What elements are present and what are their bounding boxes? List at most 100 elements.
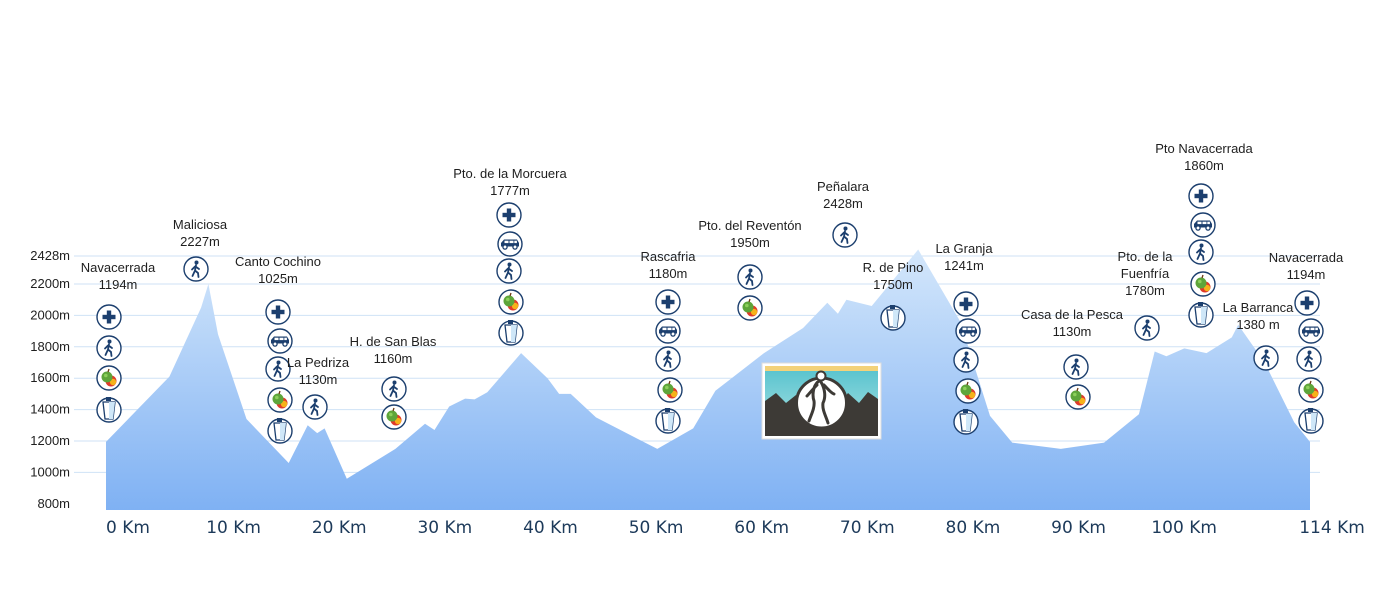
drink-icon xyxy=(953,409,979,435)
food-icon xyxy=(1190,271,1216,297)
y-tick-label: 2428m xyxy=(30,248,70,263)
drink-icon xyxy=(267,418,293,444)
x-tick-label: 80 Km xyxy=(946,518,1001,538)
x-tick-label: 30 Km xyxy=(417,518,472,538)
waypoint: Pto. de la Fuenfría 1780m xyxy=(1118,249,1173,341)
waypoint: Maliciosa 2227m xyxy=(173,217,228,282)
waypoint-elevation: 1950m xyxy=(730,235,770,250)
y-tick-label: 2000m xyxy=(30,307,70,322)
food-icon xyxy=(381,404,407,430)
x-tick-label: 10 Km xyxy=(206,518,261,538)
waypoint: Peñalara 2428m xyxy=(817,179,870,248)
waypoint-name: Navacerrada xyxy=(1269,250,1344,265)
waypoint-elevation: 1194m xyxy=(1287,267,1326,282)
x-tick-label: 90 Km xyxy=(1051,518,1106,538)
y-tick-label: 1800m xyxy=(30,339,70,354)
x-axis: 0 Km 10 Km 20 Km 30 Km 40 Km 50 Km 60 Km 70 Km 8… xyxy=(106,518,1365,538)
food-icon xyxy=(657,377,683,403)
waypoint: La Granja 1241m xyxy=(935,241,993,435)
waypoint-name: Peñalara xyxy=(817,179,870,194)
hiker-icon xyxy=(1134,315,1160,341)
y-tick-label: 1600m xyxy=(30,370,70,385)
waypoint: Casa de la Pesca 1130m xyxy=(1021,307,1124,410)
hiker-icon xyxy=(496,258,522,284)
vehicle-icon xyxy=(267,328,293,354)
hiker-icon xyxy=(655,346,681,372)
waypoint-elevation: 1194m xyxy=(99,277,138,292)
waypoint-name: Pto. de la Morcuera xyxy=(453,166,567,181)
waypoint: La Barranca 1380 m xyxy=(1223,300,1295,371)
drink-icon xyxy=(1298,408,1324,434)
food-icon xyxy=(498,289,524,315)
waypoint-elevation: 1241m xyxy=(944,258,984,273)
x-tick-label: 40 Km xyxy=(523,518,578,538)
vehicle-icon xyxy=(497,231,523,257)
food-icon xyxy=(737,295,763,321)
waypoint-elevation: 1130m xyxy=(1053,324,1092,339)
vehicle-icon xyxy=(1190,212,1216,238)
waypoint-name: La Barranca xyxy=(1223,300,1295,315)
drink-icon xyxy=(880,305,906,331)
hiker-icon xyxy=(381,376,407,402)
waypoint: Pto. de la Morcuera 1777m xyxy=(453,166,567,346)
waypoint-elevation: 1860m xyxy=(1184,158,1224,173)
waypoint-name: La Pedriza xyxy=(287,355,350,370)
medical-icon xyxy=(1294,290,1320,316)
x-tick-label: 70 Km xyxy=(840,518,895,538)
waypoint-name: R. de Pino xyxy=(863,260,924,275)
drink-icon xyxy=(498,320,524,346)
medical-icon xyxy=(96,304,122,330)
x-tick-label: 60 Km xyxy=(734,518,789,538)
waypoint-elevation: 1130m xyxy=(299,372,338,387)
drink-icon xyxy=(96,397,122,423)
waypoint: La Pedriza 1130m xyxy=(287,355,350,420)
waypoint-elevation: 2227m xyxy=(180,234,220,249)
y-tick-label: 1400m xyxy=(30,402,70,417)
medical-icon xyxy=(655,289,681,315)
hiker-icon xyxy=(737,264,763,290)
waypoint-elevation: 1380 m xyxy=(1236,317,1279,332)
x-tick-label: 50 Km xyxy=(629,518,684,538)
food-icon xyxy=(955,378,981,404)
waypoint: R. de Pino 1750m xyxy=(863,260,924,331)
x-tick-label: 20 Km xyxy=(312,518,367,538)
waypoint-name: H. de San Blas xyxy=(350,334,437,349)
drink-icon xyxy=(1188,302,1214,328)
waypoint-elevation: 2428m xyxy=(823,196,863,211)
vehicle-icon xyxy=(655,318,681,344)
waypoint-elevation: 1777m xyxy=(490,183,530,198)
x-tick-label: 114 Km xyxy=(1299,518,1365,538)
x-tick-label: 0 Km xyxy=(106,518,150,538)
hiker-icon xyxy=(302,394,328,420)
waypoint-elevation: 1180m xyxy=(649,266,688,281)
waypoint-name: Canto Cochino xyxy=(235,254,321,269)
waypoint-name: Rascafria xyxy=(641,249,697,264)
waypoint: Pto Navacerrada 1860m xyxy=(1155,141,1254,328)
food-icon xyxy=(96,365,122,391)
waypoint-elevation: 1025m xyxy=(258,271,298,286)
hiker-icon xyxy=(96,335,122,361)
y-tick-label: 800m xyxy=(37,496,70,511)
hiker-icon xyxy=(832,222,858,248)
waypoint-elevation: 1750m xyxy=(873,277,913,292)
vehicle-icon xyxy=(1298,318,1324,344)
waypoint: Canto Cochino 1025m xyxy=(235,254,321,444)
hiker-icon xyxy=(1188,239,1214,265)
waypoint: Navacerrada 1194m xyxy=(1269,250,1344,434)
vehicle-icon xyxy=(955,318,981,344)
medical-icon xyxy=(953,291,979,317)
waypoint: Rascafria 1180m xyxy=(641,249,697,434)
hiker-icon xyxy=(1063,354,1089,380)
waypoint-elevation: 1160m xyxy=(374,351,413,366)
hiker-icon xyxy=(183,256,209,282)
waypoint-name: Pto. del Reventón xyxy=(698,218,801,233)
x-tick-label: 100 Km xyxy=(1151,518,1217,538)
elevation-area xyxy=(106,249,1310,510)
medical-icon xyxy=(1188,183,1214,209)
waypoint-name: Pto Navacerrada xyxy=(1155,141,1253,156)
food-icon xyxy=(267,387,293,413)
medical-icon xyxy=(496,202,522,228)
drink-icon xyxy=(655,408,681,434)
y-tick-label: 1000m xyxy=(30,464,70,479)
